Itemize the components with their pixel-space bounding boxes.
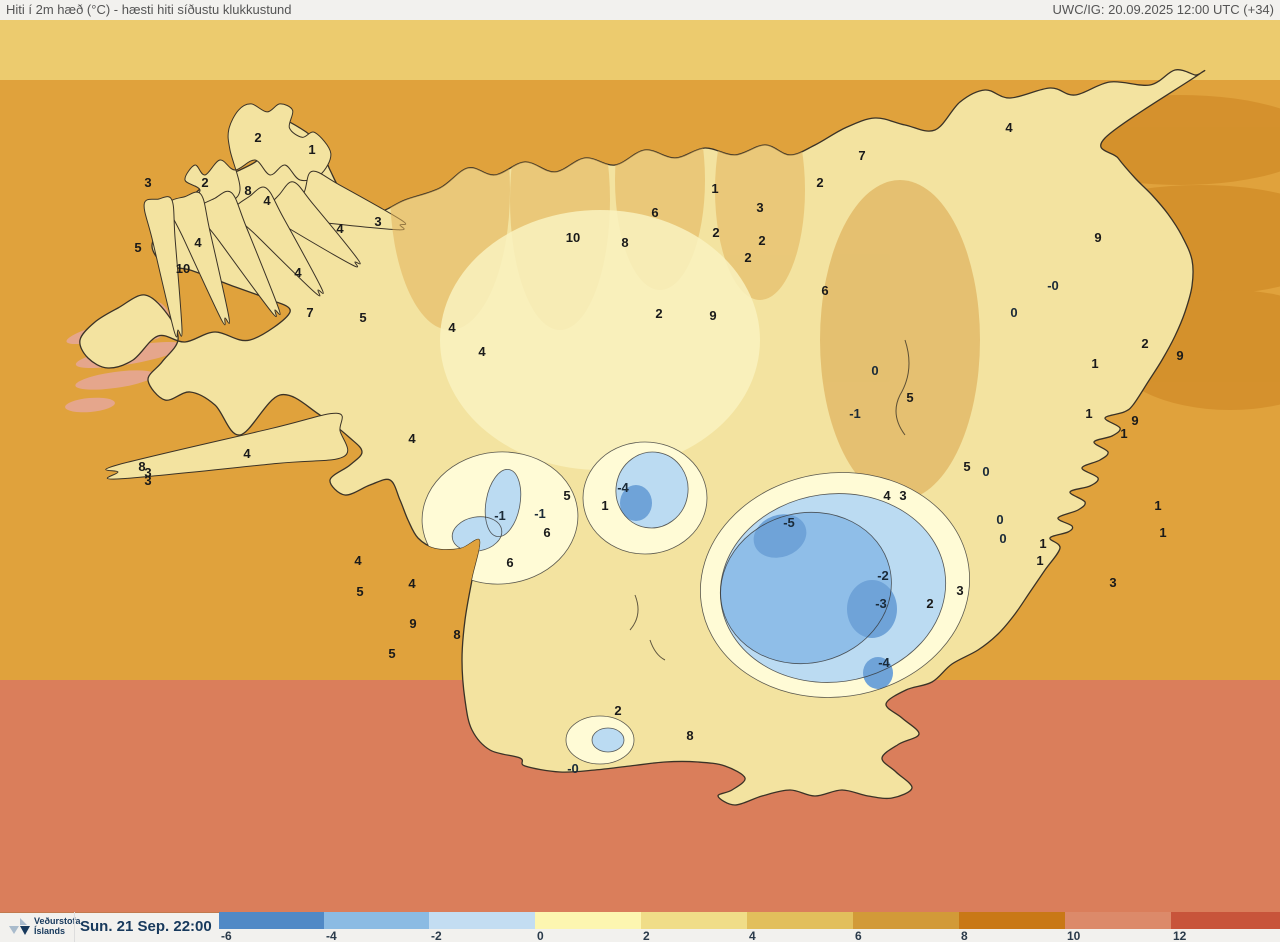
svg-text:-2: -2 — [877, 568, 889, 583]
svg-text:-1: -1 — [494, 508, 506, 523]
svg-text:1: 1 — [711, 181, 718, 196]
svg-text:2: 2 — [201, 175, 208, 190]
svg-text:2: 2 — [758, 233, 765, 248]
svg-text:5: 5 — [563, 488, 570, 503]
svg-text:4: 4 — [408, 431, 416, 446]
svg-text:-4: -4 — [326, 929, 337, 942]
svg-text:6: 6 — [506, 555, 513, 570]
svg-text:-1: -1 — [849, 406, 861, 421]
svg-text:2: 2 — [1141, 336, 1148, 351]
svg-text:-5: -5 — [783, 515, 795, 530]
svg-text:4: 4 — [263, 193, 271, 208]
svg-text:10: 10 — [176, 261, 190, 276]
svg-text:-6: -6 — [221, 929, 232, 942]
svg-text:9: 9 — [1176, 348, 1183, 363]
svg-text:4: 4 — [408, 576, 416, 591]
svg-text:4: 4 — [354, 553, 362, 568]
svg-text:3: 3 — [374, 214, 381, 229]
svg-text:6: 6 — [543, 525, 550, 540]
svg-text:12: 12 — [1173, 929, 1187, 942]
svg-text:3: 3 — [144, 473, 151, 488]
svg-text:6: 6 — [651, 205, 658, 220]
svg-text:8: 8 — [686, 728, 693, 743]
svg-text:2: 2 — [744, 250, 751, 265]
svg-text:8: 8 — [138, 459, 145, 474]
svg-text:4: 4 — [243, 446, 251, 461]
svg-text:8: 8 — [621, 235, 628, 250]
svg-text:2: 2 — [816, 175, 823, 190]
svg-text:1: 1 — [1039, 536, 1046, 551]
svg-text:5: 5 — [356, 584, 363, 599]
svg-text:4: 4 — [1005, 120, 1013, 135]
svg-text:10: 10 — [1067, 929, 1081, 942]
svg-text:2: 2 — [614, 703, 621, 718]
svg-text:1: 1 — [1154, 498, 1161, 513]
svg-text:9: 9 — [1131, 413, 1138, 428]
svg-text:6: 6 — [821, 283, 828, 298]
svg-text:9: 9 — [709, 308, 716, 323]
svg-text:0: 0 — [537, 929, 544, 942]
svg-text:3: 3 — [144, 175, 151, 190]
svg-text:4: 4 — [478, 344, 486, 359]
svg-text:-3: -3 — [875, 596, 887, 611]
svg-text:2: 2 — [655, 306, 662, 321]
svg-text:0: 0 — [999, 531, 1006, 546]
svg-text:5: 5 — [906, 390, 913, 405]
svg-text:10: 10 — [566, 230, 580, 245]
svg-text:0: 0 — [1010, 305, 1017, 320]
svg-text:1: 1 — [1036, 553, 1043, 568]
svg-text:4: 4 — [448, 320, 456, 335]
svg-text:-0: -0 — [567, 761, 579, 776]
svg-text:5: 5 — [963, 459, 970, 474]
svg-text:-1: -1 — [534, 506, 546, 521]
svg-text:7: 7 — [858, 148, 865, 163]
svg-text:3: 3 — [899, 488, 906, 503]
svg-text:4: 4 — [883, 488, 891, 503]
svg-text:1: 1 — [601, 498, 608, 513]
svg-text:-0: -0 — [1047, 278, 1059, 293]
svg-text:1: 1 — [1159, 525, 1166, 540]
svg-text:0: 0 — [996, 512, 1003, 527]
svg-text:3: 3 — [1109, 575, 1116, 590]
svg-text:8: 8 — [244, 183, 251, 198]
svg-text:4: 4 — [194, 235, 202, 250]
svg-text:3: 3 — [756, 200, 763, 215]
svg-text:-2: -2 — [431, 929, 442, 942]
svg-text:9: 9 — [1094, 230, 1101, 245]
svg-text:1: 1 — [1091, 356, 1098, 371]
svg-text:9: 9 — [409, 616, 416, 631]
svg-text:8: 8 — [453, 627, 460, 642]
svg-text:8: 8 — [961, 929, 968, 942]
svg-text:5: 5 — [388, 646, 395, 661]
svg-text:7: 7 — [306, 305, 313, 320]
svg-text:4: 4 — [294, 265, 302, 280]
svg-text:1: 1 — [1085, 406, 1092, 421]
svg-text:2: 2 — [254, 130, 261, 145]
svg-text:-4: -4 — [617, 480, 629, 495]
svg-text:0: 0 — [982, 464, 989, 479]
svg-text:2: 2 — [926, 596, 933, 611]
svg-text:2: 2 — [643, 929, 650, 942]
svg-text:3: 3 — [956, 583, 963, 598]
svg-text:1: 1 — [308, 142, 315, 157]
svg-text:5: 5 — [359, 310, 366, 325]
svg-text:0: 0 — [871, 363, 878, 378]
svg-text:4: 4 — [336, 221, 344, 236]
svg-text:4: 4 — [749, 929, 756, 942]
svg-text:6: 6 — [855, 929, 862, 942]
svg-text:2: 2 — [712, 225, 719, 240]
svg-text:5: 5 — [134, 240, 141, 255]
svg-text:-4: -4 — [878, 655, 890, 670]
svg-text:1: 1 — [1120, 426, 1127, 441]
